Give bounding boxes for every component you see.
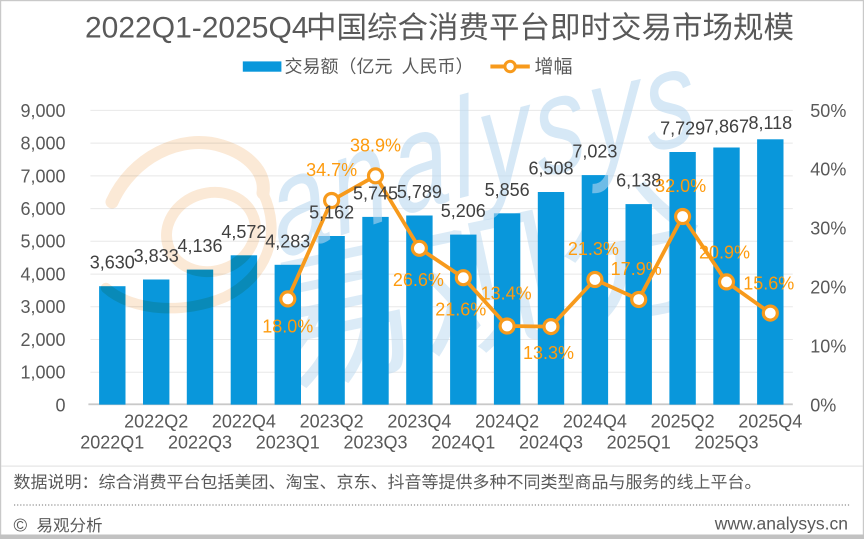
svg-text:5,856: 5,856 (485, 180, 530, 200)
svg-text:7,867: 7,867 (704, 117, 749, 137)
svg-text:3,000: 3,000 (20, 297, 65, 317)
svg-text:30%: 30% (810, 219, 846, 239)
svg-text:21.3%: 21.3% (568, 239, 619, 259)
svg-text:26.6%: 26.6% (393, 270, 444, 290)
svg-text:5,789: 5,789 (397, 182, 442, 202)
svg-text:7,000: 7,000 (20, 166, 65, 186)
svg-text:8,118: 8,118 (748, 113, 792, 133)
svg-text:2022Q1-2025Q4: 2022Q1-2025Q4 (85, 12, 309, 45)
svg-text:1,000: 1,000 (20, 363, 65, 383)
svg-text:17.9%: 17.9% (611, 259, 662, 279)
svg-text:2,000: 2,000 (20, 330, 65, 350)
svg-text:3,833: 3,833 (134, 246, 179, 266)
svg-text:0%: 0% (810, 395, 836, 415)
svg-text:4,000: 4,000 (20, 265, 65, 285)
svg-text:21.6%: 21.6% (435, 300, 486, 320)
svg-text:4,136: 4,136 (177, 236, 222, 256)
svg-text:2025Q4: 2025Q4 (738, 412, 802, 432)
svg-text:2024Q1: 2024Q1 (431, 433, 495, 453)
svg-text:6,138: 6,138 (616, 171, 661, 191)
svg-text:2023Q3: 2023Q3 (343, 433, 407, 453)
svg-text:2025Q2: 2025Q2 (651, 412, 715, 432)
svg-text:2025Q1: 2025Q1 (607, 433, 671, 453)
svg-text:3,630: 3,630 (90, 253, 135, 273)
svg-text:2022Q2: 2022Q2 (124, 412, 188, 432)
svg-text:5,206: 5,206 (441, 201, 486, 221)
svg-text:50%: 50% (810, 101, 846, 121)
svg-text:2024Q3: 2024Q3 (519, 433, 583, 453)
svg-text:9,000: 9,000 (20, 101, 65, 121)
svg-text:0: 0 (55, 395, 65, 415)
svg-text:2023Q4: 2023Q4 (387, 412, 451, 432)
svg-text:6,508: 6,508 (528, 159, 573, 179)
svg-text:13.3%: 13.3% (523, 343, 574, 363)
svg-text:2022Q1: 2022Q1 (80, 433, 144, 453)
svg-text:5,745: 5,745 (353, 183, 398, 203)
svg-text:20.9%: 20.9% (699, 242, 750, 262)
svg-text:32.0%: 32.0% (655, 176, 706, 196)
svg-text:13.4%: 13.4% (481, 284, 532, 304)
svg-text:40%: 40% (810, 160, 846, 180)
svg-text:2023Q2: 2023Q2 (300, 412, 364, 432)
svg-text:15.6%: 15.6% (743, 274, 794, 294)
svg-text:4,572: 4,572 (221, 222, 266, 242)
svg-text:2024Q4: 2024Q4 (563, 412, 627, 432)
svg-text:5,000: 5,000 (20, 232, 65, 252)
svg-text:7,729: 7,729 (660, 119, 705, 139)
svg-text:38.9%: 38.9% (350, 135, 401, 155)
svg-text:8,000: 8,000 (20, 134, 65, 154)
svg-text:©: © (14, 515, 28, 536)
svg-text:2025Q3: 2025Q3 (694, 433, 758, 453)
svg-text:2023Q1: 2023Q1 (256, 433, 320, 453)
svg-text:4,283: 4,283 (265, 231, 310, 251)
svg-text:20%: 20% (810, 278, 846, 298)
svg-text:10%: 10% (810, 337, 846, 357)
svg-text:34.7%: 34.7% (306, 160, 357, 180)
svg-text:5,162: 5,162 (309, 203, 354, 223)
svg-text:18.0%: 18.0% (262, 316, 313, 336)
svg-text:6,000: 6,000 (20, 199, 65, 219)
svg-text:www.analysys.cn: www.analysys.cn (714, 514, 848, 534)
svg-text:7,023: 7,023 (572, 142, 617, 162)
svg-text:2024Q2: 2024Q2 (475, 412, 539, 432)
svg-text:2022Q3: 2022Q3 (168, 433, 232, 453)
svg-text:2022Q4: 2022Q4 (212, 412, 276, 432)
